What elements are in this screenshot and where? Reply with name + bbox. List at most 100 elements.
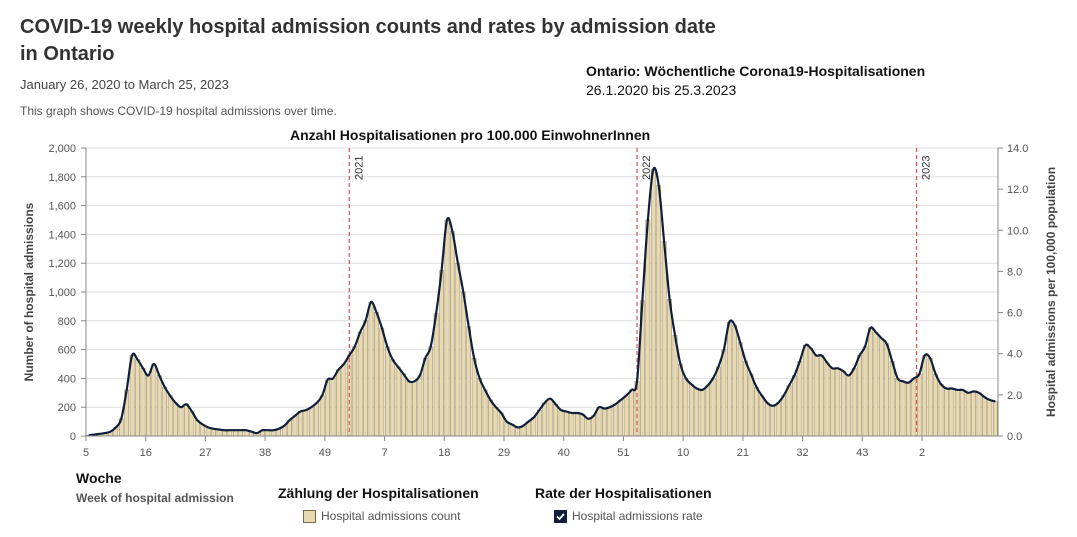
bar: [591, 415, 596, 437]
bar: [167, 395, 173, 437]
bar: [314, 402, 320, 437]
x-tick-label: 5: [83, 447, 89, 459]
bar: [325, 379, 330, 437]
y2-tick-label: 4.0: [1007, 349, 1022, 361]
bar: [585, 418, 591, 437]
bar: [960, 389, 966, 437]
y-tick-label: 600: [58, 345, 76, 357]
bar: [401, 373, 406, 437]
bar: [992, 401, 998, 437]
bar: [564, 411, 569, 437]
bar: [933, 373, 938, 437]
bar: [857, 355, 862, 437]
bar: [786, 385, 792, 437]
bar: [363, 320, 368, 437]
bar: [298, 411, 303, 437]
bar: [667, 299, 672, 437]
bar: [471, 358, 477, 437]
bar: [661, 241, 667, 437]
bar: [678, 363, 683, 437]
german-date-range-annotation: 26.1.2020 bis 25.3.2023: [586, 82, 737, 98]
legend-bar-swatch: [303, 509, 316, 523]
bar: [151, 363, 157, 437]
y-tick-label: 200: [58, 402, 76, 414]
bar: [705, 385, 710, 437]
y-tick-label: 1,800: [48, 172, 76, 184]
bar: [895, 378, 900, 437]
bar: [450, 231, 455, 437]
legend-item-rate[interactable]: Hospital admissions rate: [554, 509, 703, 523]
bar: [808, 347, 814, 437]
year-marker-label: 2023: [921, 156, 933, 180]
y2-tick-label: 8.0: [1007, 266, 1022, 278]
bar: [308, 407, 314, 437]
bar: [439, 270, 444, 437]
y-tick-label: 1,600: [48, 201, 76, 213]
bar: [531, 417, 537, 437]
bar: [395, 366, 401, 437]
bar: [162, 386, 168, 437]
bar: [927, 358, 933, 437]
year-marker-label: 2021: [353, 156, 365, 180]
bar: [911, 378, 917, 437]
bar: [748, 373, 754, 437]
x-tick-label: 16: [140, 447, 152, 459]
bar: [949, 388, 955, 437]
y2-tick-label: 6.0: [1007, 308, 1022, 320]
bar: [612, 404, 618, 437]
bar: [694, 388, 700, 437]
bar: [596, 407, 602, 437]
bar: [781, 395, 786, 437]
bar: [775, 402, 781, 437]
bar: [987, 399, 993, 437]
bar: [688, 383, 694, 437]
german-week-annotation: Woche: [76, 470, 122, 486]
bar: [954, 389, 960, 437]
y2-tick-label: 0.0: [1007, 431, 1022, 443]
bar: [971, 391, 976, 437]
bar: [406, 381, 412, 437]
bar: [982, 396, 987, 437]
bar: [802, 345, 808, 437]
rate-line: [88, 166, 996, 437]
bar: [623, 395, 629, 437]
x-tick-label: 2: [919, 447, 925, 459]
bar: [792, 375, 797, 437]
x-tick-label: 40: [558, 447, 570, 459]
bar: [569, 412, 575, 437]
bar: [433, 313, 439, 437]
bar: [862, 346, 868, 437]
bar: [650, 169, 656, 437]
bar: [547, 398, 553, 437]
y-tick-label: 1,200: [48, 258, 76, 270]
german-title-annotation: Ontario: Wöchentliche Corona19-Hospitali…: [586, 63, 926, 79]
bar: [900, 381, 906, 437]
bar: [710, 378, 716, 437]
bar: [846, 375, 852, 437]
bar: [417, 375, 423, 437]
checkmark-icon: [554, 509, 567, 523]
bar: [764, 402, 770, 437]
bar: [390, 359, 396, 437]
x-tick-label: 32: [796, 447, 808, 459]
bar: [368, 301, 374, 437]
legend-item-count[interactable]: Hospital admissions count: [303, 509, 460, 523]
date-range: January 26, 2020 to March 25, 2023: [20, 77, 229, 92]
bar: [759, 395, 765, 437]
y-tick-label: 2,000: [48, 143, 76, 155]
bar: [319, 395, 325, 437]
x-tick-label: 18: [438, 447, 450, 459]
bar: [824, 362, 830, 437]
y2-tick-label: 14.0: [1007, 143, 1028, 155]
bar: [352, 346, 358, 437]
bar: [374, 311, 379, 437]
bar: [466, 326, 472, 437]
bar: [629, 389, 634, 437]
bar: [140, 368, 146, 437]
bar: [428, 346, 434, 437]
y2-tick-label: 10.0: [1007, 225, 1028, 237]
bar: [292, 415, 298, 437]
bar: [412, 381, 417, 437]
x-tick-label: 10: [677, 447, 689, 459]
bar: [873, 332, 879, 437]
